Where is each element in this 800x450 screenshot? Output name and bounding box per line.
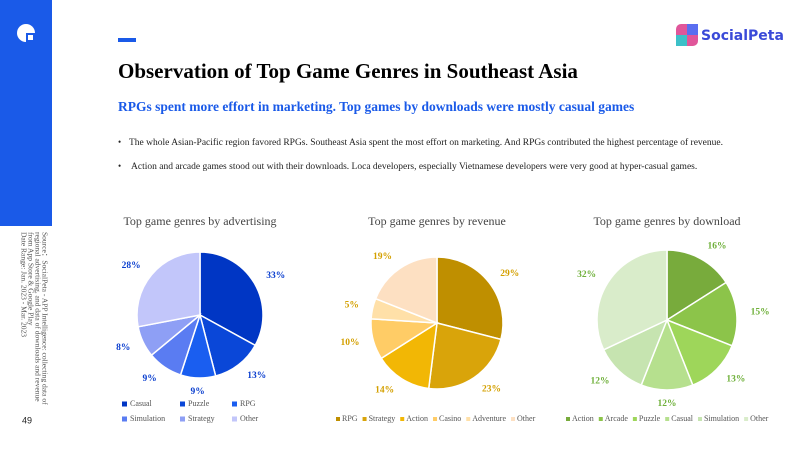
legend-label: Casino (439, 414, 461, 423)
chart-title: Top game genres by revenue (368, 214, 506, 228)
pie-slice (380, 321, 438, 390)
chart-title: Top game genres by advertising (123, 214, 276, 228)
legend-label: Other (517, 414, 536, 423)
legend-label: Casual (671, 414, 694, 423)
value-label: 8% (116, 343, 130, 353)
pie-slice (665, 281, 738, 347)
value-label: 9% (142, 374, 156, 384)
source-line: Source：SocialPeta - APP Intelligence: co… (40, 232, 49, 405)
pie-slice (666, 249, 728, 322)
legend-swatch (232, 416, 237, 422)
value-label: 16% (707, 242, 726, 252)
legend-swatch (336, 417, 340, 421)
legend-label: Strategy (188, 414, 215, 423)
pie-slice (374, 256, 438, 325)
legend-swatch (180, 401, 185, 407)
value-label: 15% (751, 307, 770, 317)
source-line: from App Store & Google Play (26, 232, 35, 326)
value-label: 19% (373, 252, 392, 262)
legend-swatch (232, 401, 237, 407)
bullet-dot: • (118, 161, 121, 171)
value-label: 12% (658, 399, 677, 409)
slide-subtitle: RPGs spent more effort in marketing. Top… (118, 99, 634, 114)
legend-swatch (511, 417, 516, 421)
legend-label: Puzzle (639, 414, 661, 423)
menu-icon (17, 24, 35, 42)
legend-swatch (697, 417, 702, 421)
legend-swatch (122, 416, 127, 422)
legend-label: Adventure (472, 414, 506, 423)
legend-label: Simulation (130, 414, 165, 423)
value-label: 32% (577, 270, 596, 280)
value-label: 28% (122, 261, 141, 271)
value-label: 23% (482, 384, 501, 394)
legend-label: Casual (130, 399, 153, 408)
bullet: Action and arcade games stood out with t… (131, 162, 697, 172)
legend-label: Action (406, 414, 428, 423)
value-label: 9% (190, 387, 204, 397)
value-label: 13% (726, 375, 745, 385)
legend-label: Other (240, 414, 259, 423)
slide-title: Observation of Top Game Genres in Southe… (118, 59, 578, 83)
value-label: 5% (345, 301, 359, 311)
legend-swatch (632, 417, 637, 421)
legend-label: Simulation (704, 414, 739, 423)
pie-slice (136, 251, 201, 328)
legend-swatch (362, 417, 367, 421)
source: Source：SocialPeta - APP Intelligence: co… (19, 232, 49, 405)
legend-label: Arcade (605, 414, 629, 423)
legend-label: Action (572, 414, 594, 423)
legend-swatch (744, 417, 749, 421)
value-label: 29% (500, 269, 519, 279)
page-number: 49 (22, 415, 32, 425)
source-line: Date Range: Jan. 2023 - Mar. 2023 (19, 232, 28, 337)
accent-dash (118, 38, 136, 42)
value-label: 33% (266, 271, 285, 281)
legend-swatch (433, 417, 438, 421)
legend-swatch (122, 401, 127, 407)
legend-label: Strategy (369, 414, 396, 423)
legend-swatch (466, 417, 471, 421)
legend-label: RPG (342, 414, 358, 423)
bullet: The whole Asian-Pacific region favored R… (129, 137, 723, 148)
pie-slice (596, 249, 668, 351)
value-label: 10% (341, 338, 360, 348)
logo: SocialPeta (676, 24, 784, 46)
pie-slice (427, 322, 502, 390)
value-label: 14% (375, 386, 394, 396)
legend-swatch (665, 417, 670, 421)
chart-title: Top game genres by download (593, 214, 740, 228)
legend-label: Puzzle (188, 399, 210, 408)
value-label: 12% (590, 376, 609, 386)
legend-swatch (400, 417, 405, 421)
pie-slice (199, 251, 264, 347)
legend-label: RPG (240, 399, 256, 408)
value-label: 13% (247, 371, 266, 381)
legend-swatch (598, 417, 603, 421)
legend-swatch (566, 417, 570, 421)
source-line: regional advertising, and data of downlo… (33, 232, 42, 402)
logo-text: SocialPeta (701, 28, 784, 44)
legend-swatch (180, 416, 185, 422)
pie-slice (436, 256, 504, 341)
pie-slice (665, 318, 734, 387)
legend-label: Other (750, 414, 769, 423)
bullet-dot: • (118, 137, 121, 147)
